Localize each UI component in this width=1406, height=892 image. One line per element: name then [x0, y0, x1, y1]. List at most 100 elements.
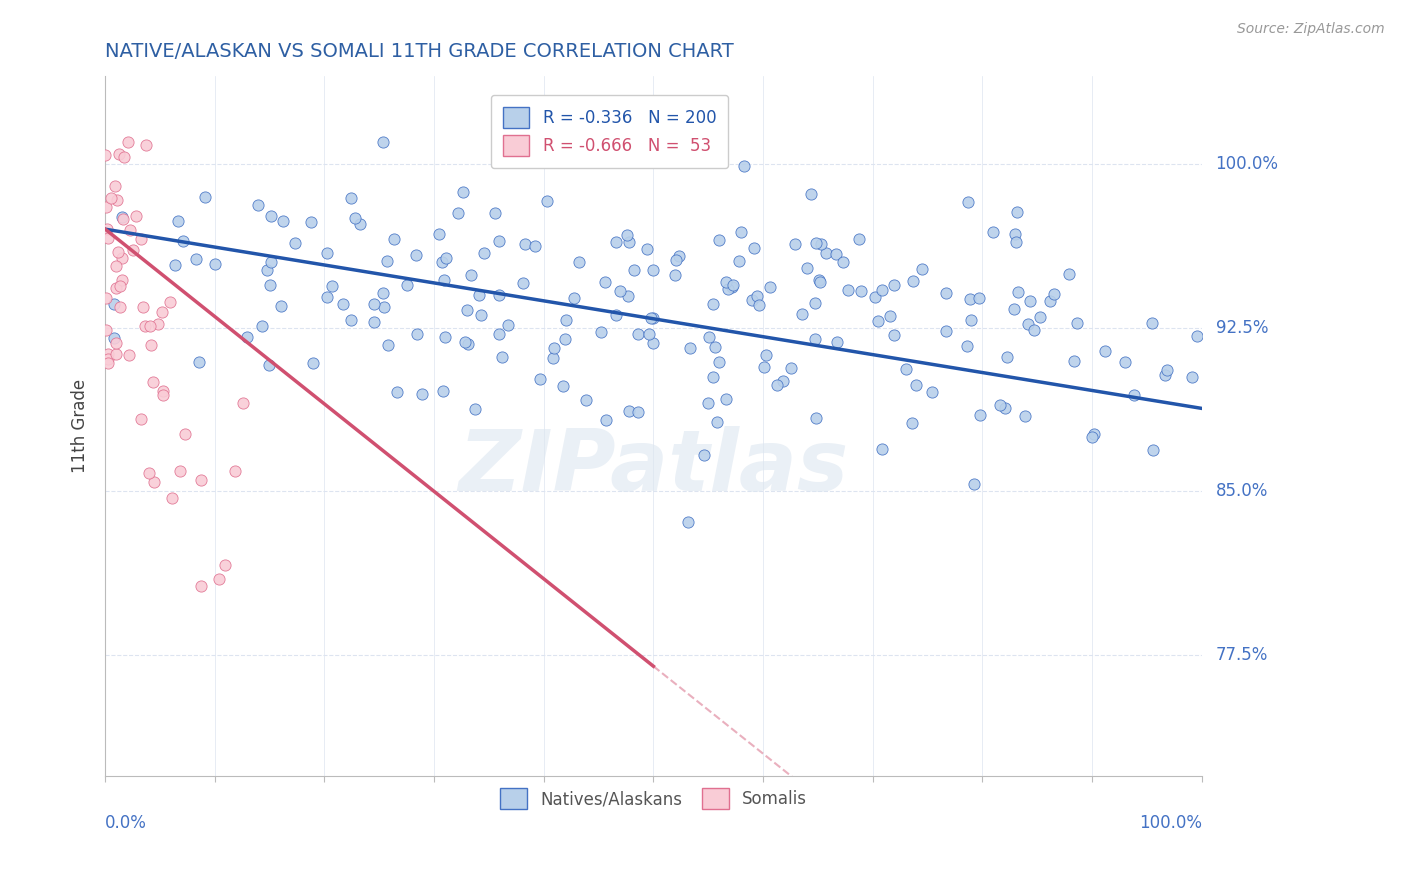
Point	[702, 296, 724, 310]
Point	[236, 330, 259, 344]
Point	[1004, 227, 1026, 241]
Point	[271, 213, 294, 227]
Point	[988, 398, 1011, 412]
Point	[94, 324, 117, 338]
Point	[105, 347, 128, 361]
Point	[1140, 316, 1163, 330]
Point	[637, 326, 659, 341]
Point	[143, 475, 166, 489]
Point	[434, 251, 457, 265]
Point	[204, 257, 226, 271]
Point	[159, 294, 181, 309]
Point	[491, 350, 513, 364]
Point	[779, 360, 801, 375]
Point	[668, 249, 690, 263]
Point	[1057, 267, 1080, 281]
Point	[641, 335, 664, 350]
Point	[160, 491, 183, 506]
Point	[453, 334, 475, 349]
Text: ZIPatlas: ZIPatlas	[458, 426, 849, 509]
Point	[433, 273, 456, 287]
Point	[142, 375, 165, 389]
Text: 100.0%: 100.0%	[1139, 814, 1202, 832]
Point	[405, 247, 427, 261]
Point	[132, 301, 155, 315]
Point	[135, 138, 157, 153]
Point	[837, 283, 859, 297]
Point	[911, 262, 934, 277]
Point	[105, 335, 128, 350]
Point	[627, 326, 650, 341]
Point	[832, 255, 855, 269]
Point	[470, 309, 492, 323]
Point	[1142, 442, 1164, 457]
Point	[224, 464, 246, 478]
Point	[994, 401, 1017, 415]
Text: 77.5%: 77.5%	[1216, 647, 1268, 665]
Point	[108, 146, 131, 161]
Legend: Natives/Alaskans, Somalis: Natives/Alaskans, Somalis	[494, 781, 814, 816]
Point	[679, 341, 702, 355]
Point	[464, 402, 486, 417]
Point	[456, 302, 478, 317]
Point	[411, 386, 433, 401]
Point	[250, 319, 273, 334]
Point	[963, 477, 986, 491]
Point	[166, 214, 188, 228]
Text: 0.0%: 0.0%	[105, 814, 148, 832]
Point	[716, 392, 738, 407]
Point	[377, 338, 399, 352]
Point	[967, 291, 990, 305]
Point	[523, 238, 546, 252]
Point	[709, 233, 731, 247]
Point	[256, 263, 278, 277]
Point	[529, 371, 551, 385]
Point	[593, 275, 616, 289]
Point	[742, 241, 765, 255]
Point	[665, 252, 688, 267]
Point	[848, 231, 870, 245]
Point	[94, 291, 117, 305]
Point	[796, 261, 818, 276]
Point	[921, 384, 943, 399]
Point	[1043, 287, 1066, 301]
Point	[849, 284, 872, 298]
Point	[901, 274, 924, 288]
Text: 92.5%: 92.5%	[1216, 318, 1268, 336]
Point	[396, 277, 419, 292]
Point	[568, 255, 591, 269]
Point	[129, 232, 152, 246]
Point	[595, 413, 617, 427]
Point	[100, 191, 122, 205]
Point	[453, 185, 475, 199]
Point	[883, 278, 905, 293]
Point	[883, 327, 905, 342]
Point	[152, 384, 174, 399]
Point	[169, 464, 191, 478]
Point	[472, 246, 495, 260]
Point	[815, 246, 838, 260]
Point	[152, 388, 174, 402]
Point	[676, 516, 699, 530]
Point	[619, 235, 641, 249]
Point	[554, 333, 576, 347]
Point	[1022, 323, 1045, 337]
Point	[363, 315, 385, 329]
Point	[870, 442, 893, 456]
Point	[299, 215, 322, 229]
Point	[173, 426, 195, 441]
Point	[1154, 368, 1177, 383]
Point	[129, 412, 152, 426]
Point	[343, 211, 366, 225]
Point	[363, 297, 385, 311]
Point	[863, 290, 886, 304]
Point	[702, 369, 724, 384]
Point	[96, 347, 118, 361]
Point	[405, 327, 427, 342]
Point	[697, 396, 720, 410]
Point	[956, 194, 979, 209]
Point	[640, 311, 662, 326]
Point	[138, 466, 160, 480]
Point	[103, 297, 125, 311]
Point	[105, 193, 128, 207]
